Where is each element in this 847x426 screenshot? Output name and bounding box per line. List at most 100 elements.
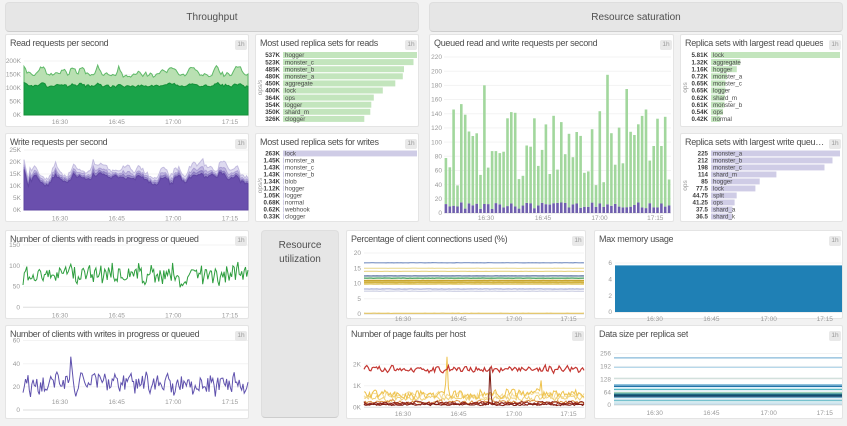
svg-text:17:15: 17:15 [560,411,577,418]
svg-text:1.05K: 1.05K [263,193,280,200]
svg-text:17:00: 17:00 [165,216,182,223]
svg-text:16:30: 16:30 [395,411,412,418]
svg-text:44.75: 44.75 [693,193,709,200]
svg-text:aggregate: aggregate [713,59,741,66]
svg-text:16:30: 16:30 [395,316,412,323]
svg-text:16:45: 16:45 [109,313,126,320]
svg-text:120: 120 [431,125,442,132]
svg-text:17:00: 17:00 [165,313,182,320]
svg-text:0K: 0K [353,405,362,412]
svg-text:monster_a: monster_a [285,74,315,81]
svg-text:monster_b: monster_b [713,158,743,165]
svg-text:monster_b: monster_b [285,172,315,179]
svg-text:263K: 263K [265,151,280,158]
svg-text:ops: ops [682,82,689,93]
svg-text:128: 128 [600,377,611,384]
svg-text:16:30: 16:30 [52,399,69,406]
svg-text:1.43K: 1.43K [263,165,280,172]
svg-text:17:15: 17:15 [817,316,834,323]
svg-text:36.5: 36.5 [696,214,709,221]
svg-text:aggregate: aggregate [285,81,313,88]
svg-text:16:45: 16:45 [109,119,126,126]
svg-text:0.65K: 0.65K [691,88,708,95]
svg-text:16:45: 16:45 [703,316,720,323]
svg-text:16:30: 16:30 [52,216,69,223]
svg-text:192: 192 [600,364,611,371]
svg-text:monster_c: monster_c [285,59,314,66]
svg-text:10: 10 [354,281,362,288]
svg-text:0.68K: 0.68K [263,200,280,207]
svg-text:17:00: 17:00 [506,316,523,323]
svg-text:212: 212 [698,158,709,165]
svg-text:normal: normal [285,200,304,207]
svg-text:shard_m: shard_m [713,95,737,102]
svg-text:180: 180 [431,83,442,90]
svg-text:0.33K: 0.33K [263,214,280,221]
svg-text:6: 6 [608,260,612,267]
svg-text:ops: ops [713,109,723,116]
svg-text:hogger: hogger [713,66,732,73]
svg-text:4: 4 [608,277,612,284]
svg-text:monster_c: monster_c [285,165,314,172]
svg-text:0.62K: 0.62K [691,95,708,102]
svg-text:0.61K: 0.61K [691,102,708,109]
svg-text:60: 60 [13,338,21,345]
svg-text:split: split [713,193,724,200]
svg-text:37.5: 37.5 [696,207,709,214]
svg-text:537K: 537K [265,52,280,59]
svg-text:hogger: hogger [285,52,304,59]
svg-text:0: 0 [16,305,20,312]
svg-text:shard_a: shard_a [713,207,736,214]
svg-text:16:30: 16:30 [647,410,664,417]
svg-text:monster_c: monster_c [713,165,742,172]
svg-text:20K: 20K [9,159,21,166]
svg-text:485K: 485K [265,66,280,73]
svg-text:40: 40 [13,361,21,368]
svg-text:17:15: 17:15 [647,215,664,222]
svg-text:clogger: clogger [285,116,305,123]
svg-text:10K: 10K [9,183,21,190]
svg-text:256: 256 [600,351,611,358]
svg-text:350K: 350K [265,109,280,116]
svg-text:400K: 400K [265,88,280,95]
svg-text:2K: 2K [353,362,362,369]
svg-text:85: 85 [701,179,708,186]
svg-text:shard_m: shard_m [713,172,737,179]
svg-text:450K: 450K [265,81,280,88]
svg-text:logger: logger [285,193,302,200]
svg-text:326K: 326K [265,116,280,123]
svg-text:16:45: 16:45 [450,316,467,323]
svg-text:16:45: 16:45 [450,411,467,418]
svg-text:0: 0 [438,210,442,217]
svg-text:17:15: 17:15 [222,399,239,406]
svg-text:354K: 354K [265,102,280,109]
svg-text:shard_m: shard_m [285,109,309,116]
svg-text:5K: 5K [13,195,22,202]
svg-text:0: 0 [16,407,20,414]
svg-text:100K: 100K [6,85,22,92]
svg-text:16:30: 16:30 [52,119,69,126]
svg-text:0K: 0K [13,112,22,119]
svg-text:logger: logger [285,102,302,109]
svg-text:hogger: hogger [713,179,732,186]
svg-text:1.43K: 1.43K [263,172,280,179]
svg-text:lock: lock [713,52,725,59]
svg-text:20: 20 [13,384,21,391]
svg-text:17:15: 17:15 [222,119,239,126]
svg-text:17:00: 17:00 [165,119,182,126]
svg-text:17:15: 17:15 [560,316,577,323]
svg-text:100: 100 [431,139,442,146]
svg-text:16:30: 16:30 [478,215,495,222]
svg-text:0.54K: 0.54K [691,109,708,116]
svg-text:blob: blob [285,179,297,186]
svg-text:41.25: 41.25 [693,200,709,207]
svg-text:0: 0 [607,402,611,409]
svg-text:1.45K: 1.45K [263,158,280,165]
svg-text:ops/s: ops/s [257,79,264,95]
svg-text:2: 2 [608,293,612,300]
svg-text:523K: 523K [265,59,280,66]
svg-text:17:00: 17:00 [591,215,608,222]
svg-text:16:45: 16:45 [703,410,720,417]
svg-text:monster_b: monster_b [285,66,315,73]
svg-text:1.16K: 1.16K [691,66,708,73]
